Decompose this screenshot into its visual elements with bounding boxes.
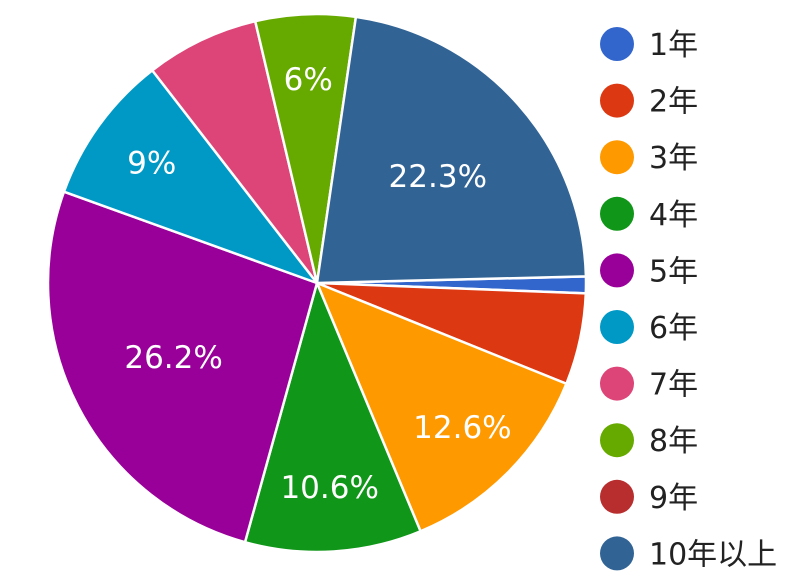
legend-swatch-1 [600,27,634,61]
legend-label-6[interactable]: 6年 [649,311,698,346]
legend-swatch-2 [600,83,634,118]
legend-swatch-8 [600,423,634,458]
legend-swatch-3 [600,140,634,175]
pie-slice-5[interactable] [46,190,319,544]
legend-swatch-5 [600,253,634,288]
pie-slice-label-5: 26.2% [124,340,222,376]
legend-swatch-9 [600,479,634,514]
legend: 1年 2年 3年 4年 5年 6年 7年 8年 9年 10年以上 [600,27,777,572]
legend-label-3[interactable]: 3年 [649,141,698,176]
legend-swatch-6 [600,310,634,344]
legend-label-2[interactable]: 2年 [649,85,698,120]
legend-label-7[interactable]: 7年 [649,368,698,403]
legend-label-10[interactable]: 10年以上 [649,537,777,572]
pie-slice-3[interactable] [314,280,569,533]
legend-swatch-4 [600,196,634,231]
legend-label-4[interactable]: 4年 [649,198,698,233]
pie-slice-label-10: 22.3% [389,159,487,195]
pie-slice-label-8: 6% [284,62,333,98]
legend-swatch-10 [600,536,634,571]
pie-slice-label-3: 12.6% [413,410,511,446]
pie-slice-7[interactable] [150,19,319,284]
pie-slice-10[interactable] [315,15,588,285]
pie-slice-labels: 12.6% 10.6% 26.2% 9% 6% 22.3% [124,62,511,506]
legend-label-1[interactable]: 1年 [649,28,698,63]
legend-label-9[interactable]: 9年 [649,481,698,516]
legend-label-8[interactable]: 8年 [649,424,698,459]
legend-label-5[interactable]: 5年 [649,254,698,289]
pie-slice-4[interactable] [243,279,423,554]
pie-slice-label-4: 10.6% [280,470,378,506]
pie-slice-6[interactable] [62,68,321,286]
legend-swatch-7 [600,366,634,401]
pie-slices [46,12,588,554]
pie-slice-label-6: 9% [127,146,176,182]
